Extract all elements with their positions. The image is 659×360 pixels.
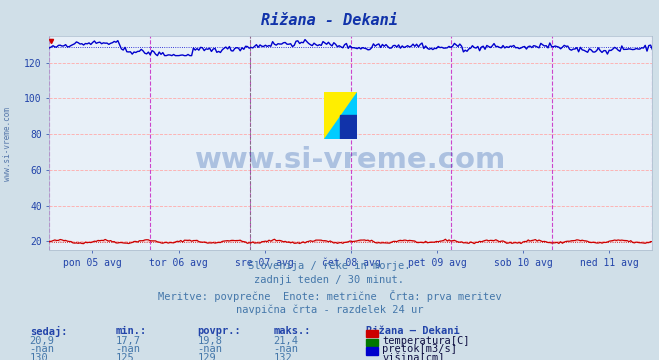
Text: 19,8: 19,8 [198,336,223,346]
Text: 132: 132 [273,353,292,360]
Text: Slovenija / reke in morje.: Slovenija / reke in morje. [248,261,411,271]
Text: sedaj:: sedaj: [30,326,67,337]
Text: 125: 125 [115,353,134,360]
Text: Rižana – Dekani: Rižana – Dekani [366,326,459,336]
Text: -nan: -nan [30,344,55,354]
Text: Rižana - Dekani: Rižana - Dekani [261,13,398,28]
Text: min.:: min.: [115,326,146,336]
Text: 20,9: 20,9 [30,336,55,346]
Text: -nan: -nan [198,344,223,354]
Text: 130: 130 [30,353,48,360]
Text: www.si-vreme.com: www.si-vreme.com [195,146,507,174]
Text: 21,4: 21,4 [273,336,299,346]
Text: maks.:: maks.: [273,326,311,336]
Text: zadnji teden / 30 minut.: zadnji teden / 30 minut. [254,275,405,285]
Text: -nan: -nan [115,344,140,354]
Text: povpr.:: povpr.: [198,326,241,336]
Text: 129: 129 [198,353,216,360]
Text: pretok[m3/s]: pretok[m3/s] [382,344,457,354]
Text: temperatura[C]: temperatura[C] [382,336,470,346]
Text: 17,7: 17,7 [115,336,140,346]
Text: www.si-vreme.com: www.si-vreme.com [3,107,13,181]
Text: -nan: -nan [273,344,299,354]
Text: navpična črta - razdelek 24 ur: navpična črta - razdelek 24 ur [236,304,423,315]
Text: višina[cm]: višina[cm] [382,353,445,360]
Text: Meritve: povprečne  Enote: metrične  Črta: prva meritev: Meritve: povprečne Enote: metrične Črta:… [158,290,501,302]
